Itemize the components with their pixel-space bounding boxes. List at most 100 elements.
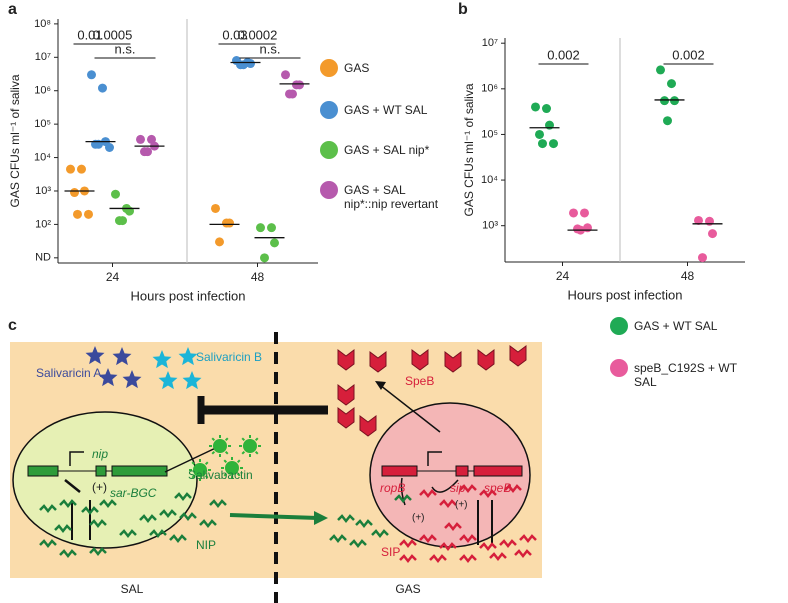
ray bbox=[204, 474, 209, 479]
data-point bbox=[256, 223, 265, 233]
y-tick-label: 10⁷ bbox=[482, 37, 498, 49]
data-point bbox=[225, 218, 234, 228]
data-point bbox=[708, 229, 717, 239]
peptide bbox=[169, 534, 187, 544]
peptide bbox=[159, 509, 177, 519]
data-point bbox=[105, 143, 114, 153]
star bbox=[182, 371, 202, 390]
label: sar-BGC bbox=[110, 486, 157, 500]
peptide bbox=[179, 512, 197, 522]
x-tick-label: 48 bbox=[251, 270, 265, 284]
peptide bbox=[459, 484, 477, 494]
peptide bbox=[54, 524, 72, 534]
legend-swatch bbox=[320, 181, 338, 199]
data-point bbox=[239, 60, 248, 70]
peptide bbox=[399, 554, 417, 564]
label: Salivabactin bbox=[188, 468, 253, 482]
gene bbox=[381, 465, 418, 477]
y-tick-label: 10³ bbox=[482, 220, 498, 232]
ray bbox=[254, 450, 259, 455]
gene bbox=[111, 465, 168, 477]
x-tick-label: 48 bbox=[681, 269, 695, 283]
peptide bbox=[514, 549, 532, 559]
gene bbox=[95, 465, 107, 477]
annotation: n.s. bbox=[260, 41, 281, 56]
salivabactin bbox=[193, 463, 207, 477]
y-tick-label: 10⁵ bbox=[481, 128, 498, 140]
peptide bbox=[337, 514, 355, 524]
data-point bbox=[569, 208, 578, 218]
data-point bbox=[267, 223, 276, 233]
y-tick-label: 10⁶ bbox=[481, 83, 498, 95]
peptide bbox=[89, 547, 107, 557]
panel-label: c bbox=[8, 317, 17, 334]
data-point bbox=[295, 80, 304, 90]
y-tick-label: ND bbox=[35, 252, 51, 264]
data-point bbox=[147, 134, 156, 144]
label: ropB bbox=[380, 481, 405, 495]
star bbox=[85, 346, 105, 365]
peptide bbox=[419, 534, 437, 544]
peptide bbox=[81, 506, 99, 516]
x-tick-label: 24 bbox=[106, 270, 120, 284]
peptide bbox=[174, 492, 192, 502]
salivabactin bbox=[213, 439, 227, 453]
data-point bbox=[84, 209, 93, 219]
ray bbox=[223, 472, 228, 477]
activation-arrow bbox=[400, 477, 406, 506]
y-tick-label: 10⁴ bbox=[34, 151, 51, 163]
label: (+) bbox=[92, 480, 107, 494]
y-axis-label: GAS CFUs ml⁻¹ of saliva bbox=[8, 74, 22, 207]
data-point bbox=[580, 208, 589, 218]
y-tick-label: 10³ bbox=[35, 185, 51, 197]
speb bbox=[337, 384, 355, 406]
peptide bbox=[59, 549, 77, 559]
legend-label: GAS + WT SAL bbox=[634, 319, 718, 333]
star bbox=[112, 347, 132, 366]
data-point bbox=[670, 96, 679, 106]
salivabactin bbox=[225, 461, 239, 475]
data-point bbox=[270, 238, 279, 248]
data-point bbox=[143, 147, 152, 157]
peptide bbox=[504, 484, 522, 494]
ray bbox=[241, 437, 246, 442]
annotation: 0.01 bbox=[77, 27, 102, 42]
gene bbox=[455, 465, 469, 477]
annotation: 0.0005 bbox=[93, 27, 133, 42]
star bbox=[152, 350, 172, 369]
peptide bbox=[371, 529, 389, 539]
y-tick-label: 10⁸ bbox=[34, 18, 51, 30]
peptide bbox=[499, 539, 517, 549]
promoter bbox=[427, 451, 442, 466]
data-point bbox=[288, 89, 297, 99]
peptide bbox=[399, 539, 417, 549]
peptide bbox=[419, 489, 437, 499]
legend-swatch bbox=[320, 59, 338, 77]
panel-label: a bbox=[8, 1, 17, 18]
star bbox=[158, 371, 178, 390]
arrow bbox=[379, 384, 441, 433]
peptide bbox=[149, 529, 167, 539]
peptide bbox=[329, 534, 347, 544]
peptide bbox=[39, 539, 57, 549]
annotation: 0.0002 bbox=[238, 27, 278, 42]
data-point bbox=[698, 253, 707, 263]
speb bbox=[359, 415, 377, 437]
peptide bbox=[139, 514, 157, 524]
data-point bbox=[656, 65, 665, 75]
data-point bbox=[538, 139, 547, 149]
y-axis-label: GAS CFUs ml⁻¹ of saliva bbox=[462, 83, 476, 216]
label: NIP bbox=[196, 538, 216, 552]
star bbox=[122, 370, 142, 389]
ray bbox=[191, 474, 196, 479]
annotation: 0.002 bbox=[672, 47, 705, 62]
gene bbox=[473, 465, 523, 477]
data-point bbox=[66, 164, 75, 174]
data-point bbox=[87, 70, 96, 80]
data-point bbox=[98, 83, 107, 93]
data-point bbox=[136, 134, 145, 144]
ray bbox=[223, 459, 228, 464]
peptide bbox=[439, 499, 457, 509]
peptide bbox=[349, 539, 367, 549]
label: Salivaricin A bbox=[36, 366, 101, 380]
